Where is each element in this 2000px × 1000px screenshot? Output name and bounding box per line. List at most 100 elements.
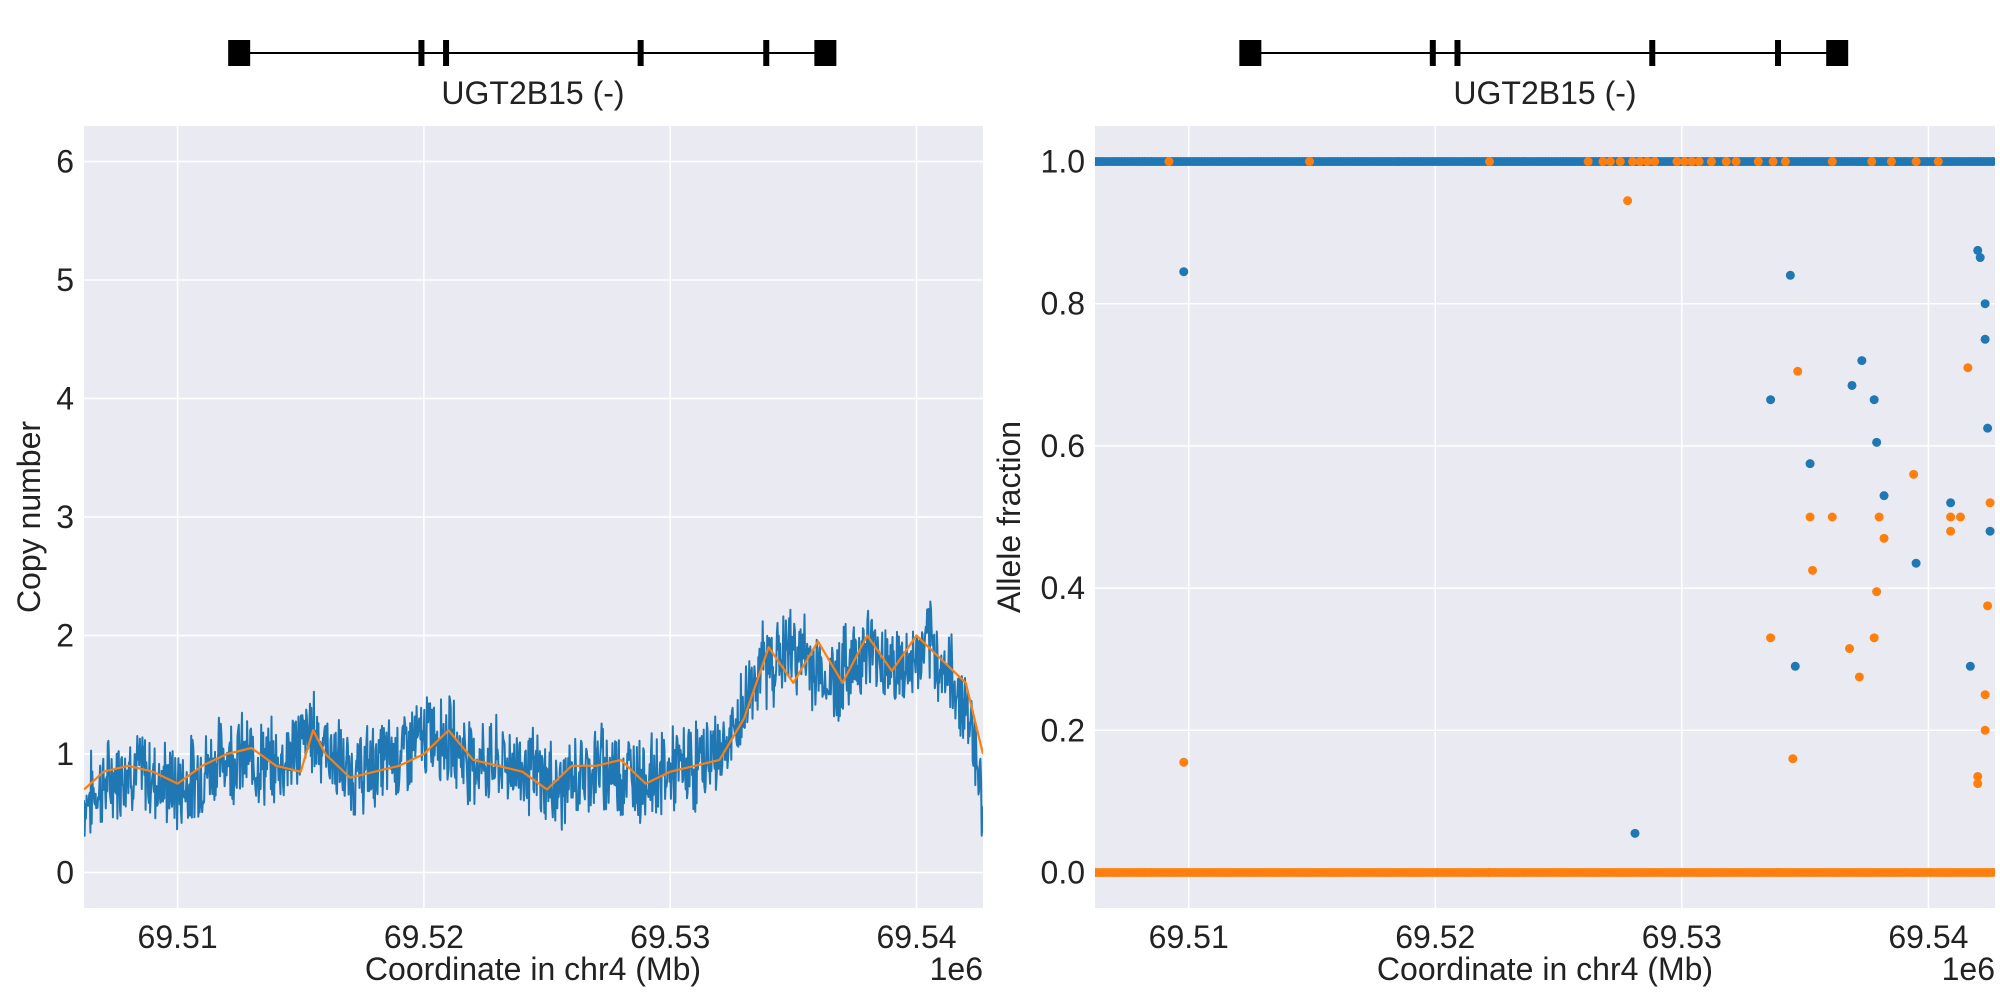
y-tick-label: 0 bbox=[56, 854, 74, 890]
af-point-orange bbox=[1827, 157, 1837, 167]
af-point-blue bbox=[1980, 299, 1990, 309]
x-tick-labels-right: 69.51 69.52 69.53 69.54 bbox=[1149, 919, 1969, 955]
x-tick-label: 69.54 bbox=[1888, 919, 1968, 955]
x-tick-label: 69.51 bbox=[1149, 919, 1229, 955]
af-point-orange bbox=[1766, 633, 1776, 643]
series-right bbox=[1095, 157, 1995, 877]
grid-left bbox=[84, 126, 983, 908]
af-point-orange bbox=[1874, 512, 1884, 522]
af-point-blue bbox=[1965, 661, 1975, 671]
af-point-orange bbox=[1605, 157, 1615, 167]
x-tick-label: 69.53 bbox=[630, 919, 710, 955]
af-point-orange bbox=[1635, 157, 1645, 167]
gene-label-left: UGT2B15 (-) bbox=[441, 75, 624, 111]
x-tick-label: 69.54 bbox=[876, 919, 956, 955]
af-point-blue bbox=[1790, 661, 1800, 671]
af-point-blue bbox=[1980, 334, 1990, 344]
y-tick-label: 4 bbox=[56, 381, 74, 417]
af-point-orange bbox=[1788, 754, 1798, 764]
y-tick-label: 2 bbox=[56, 617, 74, 653]
gene-exon-tick bbox=[1429, 40, 1436, 66]
gene-exon-tick bbox=[418, 40, 425, 66]
x-tick-label: 69.52 bbox=[1395, 919, 1475, 955]
y-tick-labels-right: 0.0 0.2 0.4 0.6 0.8 1.0 bbox=[1041, 144, 1085, 891]
af-point-orange bbox=[1694, 157, 1704, 167]
af-point-orange bbox=[1980, 690, 1990, 700]
af-point-orange bbox=[1768, 157, 1778, 167]
af-point-orange bbox=[1867, 157, 1877, 167]
y-tick-label: 0.2 bbox=[1041, 712, 1085, 748]
af-point-orange bbox=[1623, 196, 1633, 206]
af-point-blue bbox=[1805, 459, 1815, 469]
af-point-orange bbox=[1872, 587, 1882, 597]
allele-fraction-panel: UGT2B15 (-) 0.00.20.40.60.81.0 69.51 69.5… bbox=[991, 40, 1995, 987]
gene-exon-block bbox=[814, 40, 837, 66]
copy-number-raw-line bbox=[84, 600, 983, 837]
x-axis-label-right: Coordinate in chr4 (Mb) bbox=[1377, 951, 1713, 987]
af-point-blue bbox=[1973, 245, 1983, 255]
af-point-blue bbox=[1785, 270, 1795, 280]
af-point-blue-band bbox=[1988, 157, 1995, 167]
af-point-orange bbox=[1731, 157, 1741, 167]
series-left bbox=[84, 600, 983, 837]
af-point-orange bbox=[1642, 157, 1652, 167]
af-point-blue bbox=[1857, 356, 1867, 366]
x-offset-label-left: 1e6 bbox=[930, 951, 983, 987]
af-point-orange-band bbox=[1988, 867, 1995, 877]
af-point-orange bbox=[1615, 157, 1625, 167]
af-point-blue bbox=[1946, 498, 1956, 508]
y-tick-label: 1 bbox=[56, 736, 74, 772]
af-point-blue bbox=[1911, 558, 1921, 568]
af-point-orange bbox=[1650, 157, 1660, 167]
copy-number-smoothed-line bbox=[84, 634, 983, 791]
af-point-orange bbox=[1827, 512, 1837, 522]
af-point-orange bbox=[1854, 672, 1864, 682]
af-point-orange bbox=[1706, 157, 1716, 167]
af-point-orange bbox=[1793, 366, 1803, 376]
x-tick-label: 69.51 bbox=[138, 919, 218, 955]
af-point-orange bbox=[1628, 157, 1638, 167]
af-point-orange bbox=[1805, 512, 1815, 522]
gene-exon-tick bbox=[1775, 40, 1782, 66]
af-point-orange bbox=[1955, 512, 1965, 522]
af-point-orange bbox=[1179, 757, 1189, 767]
af-point-orange bbox=[1911, 157, 1921, 167]
copy-number-panel: UGT2B15 (-) 0 1 2 3 4 5 6 69.51 69.52 69.53 69.54… bbox=[11, 40, 983, 987]
gene-track-right bbox=[1239, 40, 1849, 66]
af-point-blue bbox=[1975, 253, 1985, 263]
af-point-orange bbox=[1598, 157, 1608, 167]
gene-exon-block bbox=[1826, 40, 1849, 66]
x-axis-label-left: Coordinate in chr4 (Mb) bbox=[365, 951, 701, 987]
af-point-orange bbox=[1963, 363, 1973, 373]
y-axis-label-right: Allele fraction bbox=[991, 421, 1027, 613]
gene-exon-tick bbox=[763, 40, 770, 66]
af-point-orange bbox=[1946, 526, 1956, 536]
y-tick-label: 0.0 bbox=[1041, 854, 1085, 890]
y-tick-label: 1.0 bbox=[1041, 144, 1085, 180]
af-point-orange bbox=[1164, 157, 1174, 167]
y-tick-label: 6 bbox=[56, 144, 74, 180]
af-point-blue bbox=[1983, 423, 1993, 433]
af-point-orange bbox=[1973, 779, 1983, 789]
af-point-orange bbox=[1985, 498, 1995, 508]
gene-exon-block bbox=[1239, 40, 1262, 66]
af-point-orange bbox=[1485, 157, 1495, 167]
af-point-orange bbox=[1973, 771, 1983, 781]
af-point-blue bbox=[1630, 828, 1640, 838]
gene-exon-tick bbox=[637, 40, 644, 66]
x-tick-label: 69.52 bbox=[384, 919, 464, 955]
af-point-orange bbox=[1946, 512, 1956, 522]
af-point-orange bbox=[1679, 157, 1689, 167]
gene-exon-tick bbox=[1649, 40, 1656, 66]
af-point-orange bbox=[1583, 157, 1593, 167]
af-point-blue bbox=[1766, 395, 1776, 405]
y-tick-label: 0.4 bbox=[1041, 570, 1085, 606]
af-point-orange bbox=[1886, 157, 1896, 167]
af-point-orange bbox=[1983, 601, 1993, 611]
af-point-orange bbox=[1721, 157, 1731, 167]
af-point-blue bbox=[1872, 437, 1882, 447]
af-point-blue bbox=[1869, 395, 1879, 405]
af-point-blue bbox=[1985, 526, 1995, 536]
gene-track-left bbox=[228, 40, 837, 66]
af-point-orange bbox=[1879, 533, 1889, 543]
